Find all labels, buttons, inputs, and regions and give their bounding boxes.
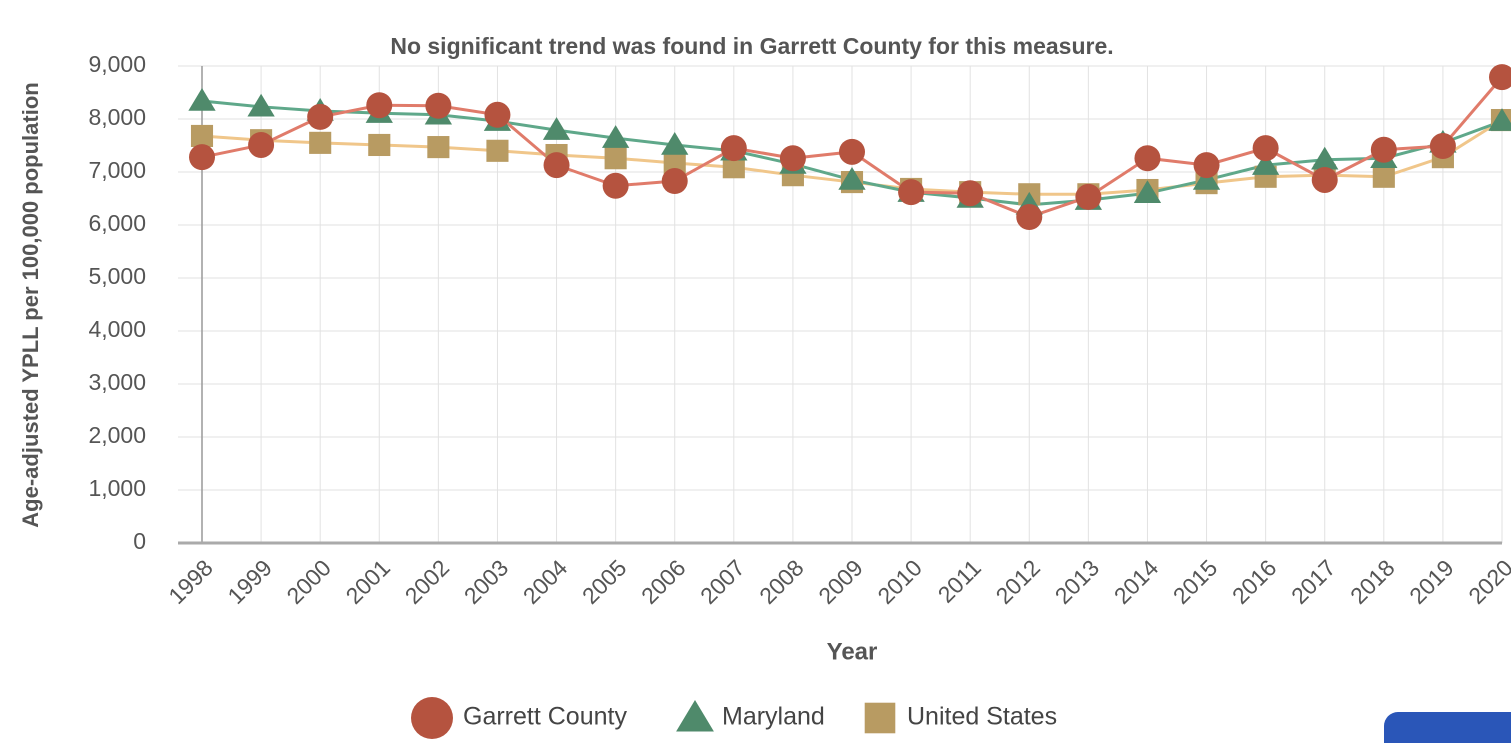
x-tick-label: 1998 xyxy=(163,554,218,609)
data-point xyxy=(1488,108,1511,131)
data-point xyxy=(368,133,391,157)
data-point xyxy=(1251,152,1280,175)
x-tick-label: 2010 xyxy=(872,554,927,609)
x-tick-label: 2006 xyxy=(636,554,691,609)
data-point xyxy=(1252,135,1279,162)
y-tick-label: 0 xyxy=(133,528,146,554)
y-tick-label: 2,000 xyxy=(88,422,146,448)
legend-label: Garrett County xyxy=(463,703,627,731)
data-point xyxy=(189,144,215,171)
data-point xyxy=(188,87,216,111)
x-tick-label: 2000 xyxy=(281,554,336,609)
x-tick-label: 2007 xyxy=(695,554,750,609)
y-tick-label: 3,000 xyxy=(88,369,146,395)
legend-marker xyxy=(676,700,714,732)
data-point xyxy=(1016,204,1043,231)
data-point xyxy=(307,103,334,130)
x-tick-label: 2019 xyxy=(1404,554,1459,609)
chart-subtitle: No significant trend was found in Garret… xyxy=(390,33,1113,59)
x-tick-label: 2011 xyxy=(933,554,986,607)
x-tick-label: 2015 xyxy=(1168,554,1223,609)
legend-label: United States xyxy=(907,703,1057,731)
data-point xyxy=(484,101,511,128)
data-point xyxy=(661,168,688,195)
data-point xyxy=(722,156,745,179)
x-tick-label: 2003 xyxy=(459,554,514,609)
data-point xyxy=(838,166,866,190)
data-point xyxy=(663,151,686,175)
y-tick-label: 8,000 xyxy=(88,104,146,130)
data-point xyxy=(542,117,571,140)
corner-button[interactable] xyxy=(1384,712,1511,743)
data-point xyxy=(839,138,865,165)
x-tick-label: 2004 xyxy=(518,554,573,609)
x-tick-label: 2012 xyxy=(991,554,1046,609)
data-point xyxy=(661,131,689,155)
x-tick-label: 2005 xyxy=(577,554,632,609)
x-tick-label: 2009 xyxy=(813,554,868,609)
data-point xyxy=(486,139,509,162)
x-tick-label: 2008 xyxy=(754,554,809,609)
legend-marker xyxy=(411,697,453,739)
x-tick-label: 2013 xyxy=(1050,554,1105,609)
data-point xyxy=(604,147,627,170)
data-point xyxy=(1311,166,1338,193)
x-tick-label: 2001 xyxy=(341,554,396,609)
data-point xyxy=(543,152,570,179)
x-tick-label: 2020 xyxy=(1463,554,1511,609)
data-point xyxy=(309,131,332,154)
data-point xyxy=(248,131,275,158)
y-tick-label: 7,000 xyxy=(88,157,146,183)
x-tick-label: 2002 xyxy=(400,554,455,609)
data-point xyxy=(601,125,630,148)
data-point xyxy=(779,145,806,172)
data-point xyxy=(190,124,214,148)
y-tick-label: 1,000 xyxy=(88,475,146,501)
data-point xyxy=(427,136,450,159)
y-tick-label: 4,000 xyxy=(88,316,146,342)
data-point xyxy=(1075,183,1102,210)
data-point xyxy=(720,135,747,162)
x-tick-label: 2017 xyxy=(1286,554,1341,609)
data-point xyxy=(1193,152,1220,179)
legend-label: Maryland xyxy=(722,703,825,731)
data-point xyxy=(957,180,984,207)
data-point xyxy=(1133,180,1162,203)
legend-marker xyxy=(864,702,896,734)
data-point xyxy=(602,172,629,199)
x-tick-label: 2016 xyxy=(1227,554,1282,609)
data-point xyxy=(366,92,393,119)
data-point xyxy=(898,179,925,206)
x-tick-label: 2018 xyxy=(1345,554,1400,609)
y-tick-label: 5,000 xyxy=(88,263,146,289)
data-point xyxy=(1429,133,1456,160)
data-point xyxy=(1370,136,1397,163)
data-point xyxy=(1192,166,1221,190)
x-tick-label: 1999 xyxy=(222,554,277,609)
x-tick-label: 2014 xyxy=(1109,554,1164,609)
data-point xyxy=(1134,145,1161,172)
data-point xyxy=(425,92,452,119)
y-axis-label: Age-adjusted YPLL per 100,000 population xyxy=(18,82,43,527)
data-point xyxy=(1372,165,1395,188)
y-tick-label: 6,000 xyxy=(88,210,146,236)
data-point xyxy=(1311,146,1339,170)
data-point xyxy=(247,93,275,117)
data-point xyxy=(1489,64,1511,91)
x-axis-label: Year xyxy=(827,638,878,665)
y-tick-label: 9,000 xyxy=(88,51,146,77)
